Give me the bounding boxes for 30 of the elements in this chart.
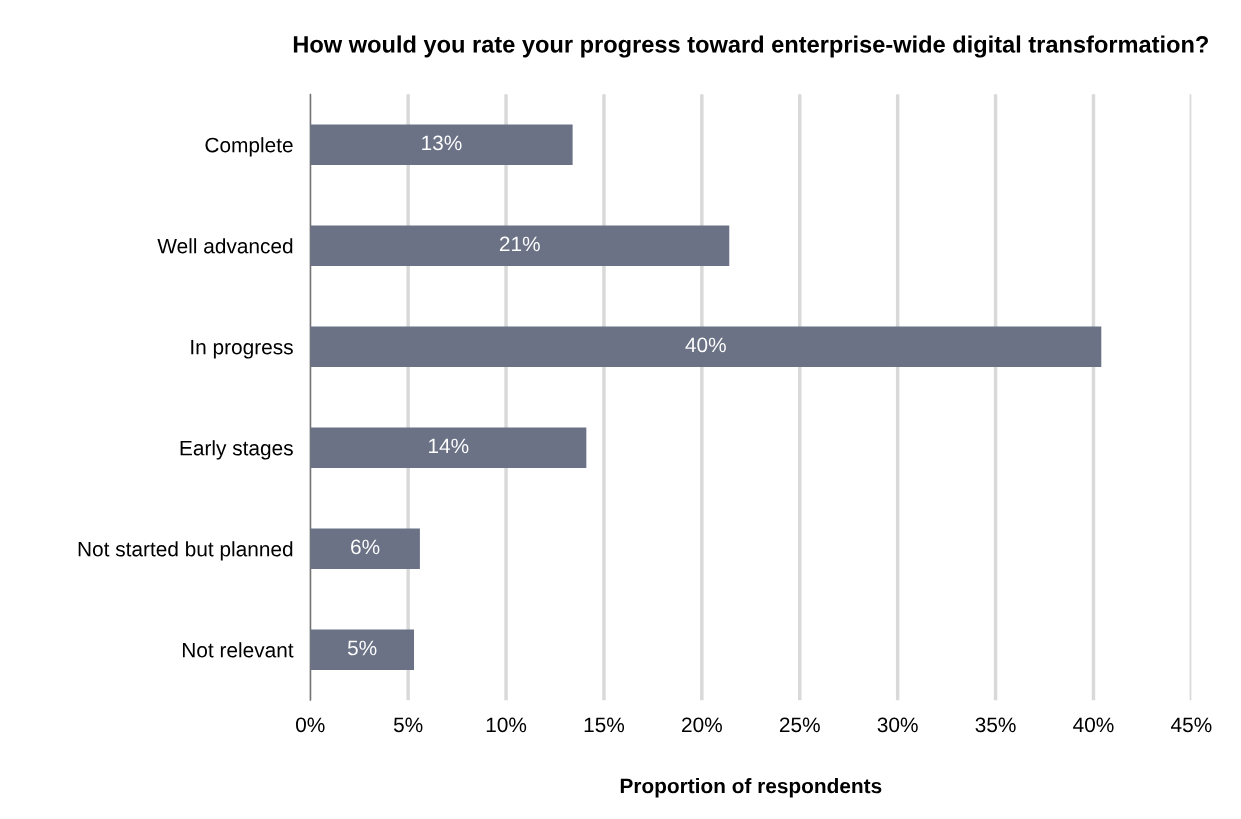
- bar: [310, 225, 730, 266]
- x-axis-title: Proportion of respondents: [620, 778, 882, 798]
- y-tick-label: Not relevant: [182, 642, 294, 658]
- data-label: 13%: [422, 135, 462, 151]
- data-label: 6%: [351, 539, 380, 555]
- x-tick-label: 30%: [877, 717, 918, 733]
- y-tick-label: Not started but planned: [78, 541, 293, 561]
- bar: [310, 629, 415, 670]
- y-tick-label: Well advanced: [157, 238, 293, 254]
- data-label: 14%: [429, 438, 469, 454]
- bar: [310, 326, 1102, 367]
- y-tick-label: Early stages: [180, 440, 293, 460]
- x-tick-label: 45%: [1170, 717, 1212, 733]
- x-tick-label: 10%: [486, 717, 527, 733]
- x-tick-label: 25%: [779, 717, 820, 733]
- x-tick-label: 20%: [682, 717, 722, 733]
- data-label: 40%: [685, 337, 726, 353]
- x-tick-label: 0%: [296, 717, 325, 733]
- x-tick-label: 40%: [1073, 717, 1114, 733]
- y-tick-label: Complete: [205, 137, 293, 157]
- x-tick-label: 35%: [975, 717, 1016, 733]
- x-tick-label: 15%: [584, 717, 625, 733]
- y-tick-label: In progress: [191, 339, 293, 359]
- x-tick-label: 5%: [393, 717, 423, 733]
- bar: [310, 124, 573, 165]
- data-label: 21%: [499, 236, 540, 252]
- chart-title: How would you rate your progress toward enterprise-wide digital transformation?: [293, 35, 1208, 58]
- data-label: 5%: [347, 640, 377, 656]
- bar: [310, 528, 420, 569]
- bar: [310, 427, 587, 468]
